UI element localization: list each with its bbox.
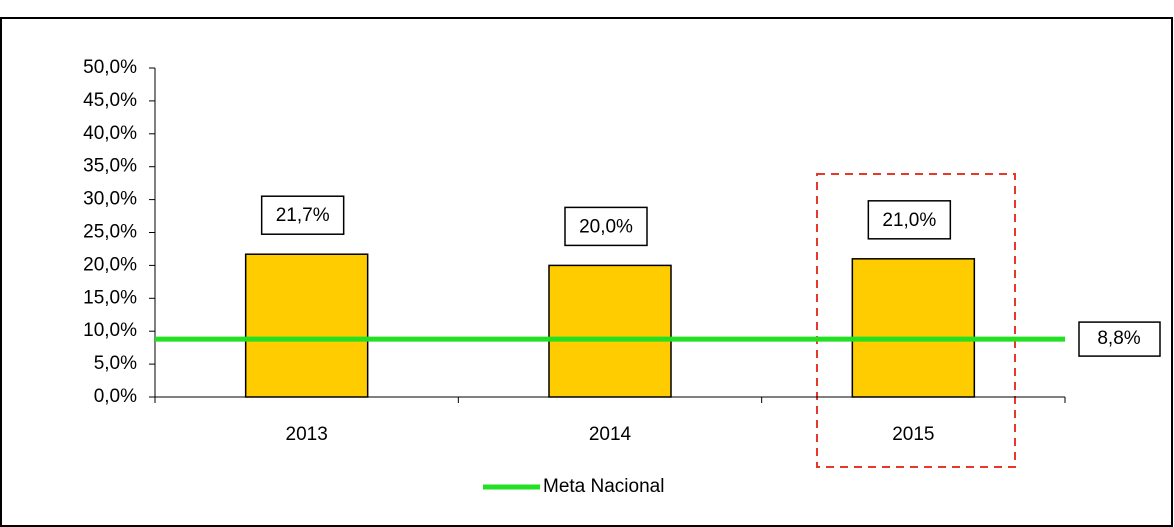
y-tick-label: 15,0% [83, 287, 137, 308]
y-tick-label: 0,0% [94, 386, 137, 407]
value-label-box [260, 195, 345, 235]
y-tick-label: 20,0% [83, 254, 137, 275]
y-tick-label: 25,0% [83, 222, 137, 243]
value-label: 21,7% [276, 205, 330, 226]
value-label: 20,0% [579, 216, 633, 237]
y-tick-label: 50,0% [83, 57, 137, 78]
reference-label-box [1078, 321, 1161, 357]
y-tick-label: 30,0% [83, 189, 137, 210]
bar [244, 253, 369, 398]
highlight-box [816, 173, 1016, 468]
y-tick-label: 45,0% [83, 90, 137, 111]
legend-label: Meta Nacional [543, 476, 664, 497]
y-tick-label: 5,0% [94, 353, 137, 374]
value-label-box [564, 206, 648, 247]
y-tick-label: 40,0% [83, 123, 137, 144]
y-tick-label: 35,0% [83, 156, 137, 177]
value-label: 21,0% [882, 210, 936, 231]
x-tick-label: 2015 [892, 424, 934, 445]
bar [851, 258, 976, 398]
x-tick-label: 2014 [589, 424, 632, 445]
bar [548, 264, 672, 398]
x-tick-label: 2013 [286, 424, 328, 445]
y-tick-label: 10,0% [83, 320, 137, 341]
value-label-box [867, 200, 952, 240]
reference-label: 8,8% [1097, 328, 1140, 349]
